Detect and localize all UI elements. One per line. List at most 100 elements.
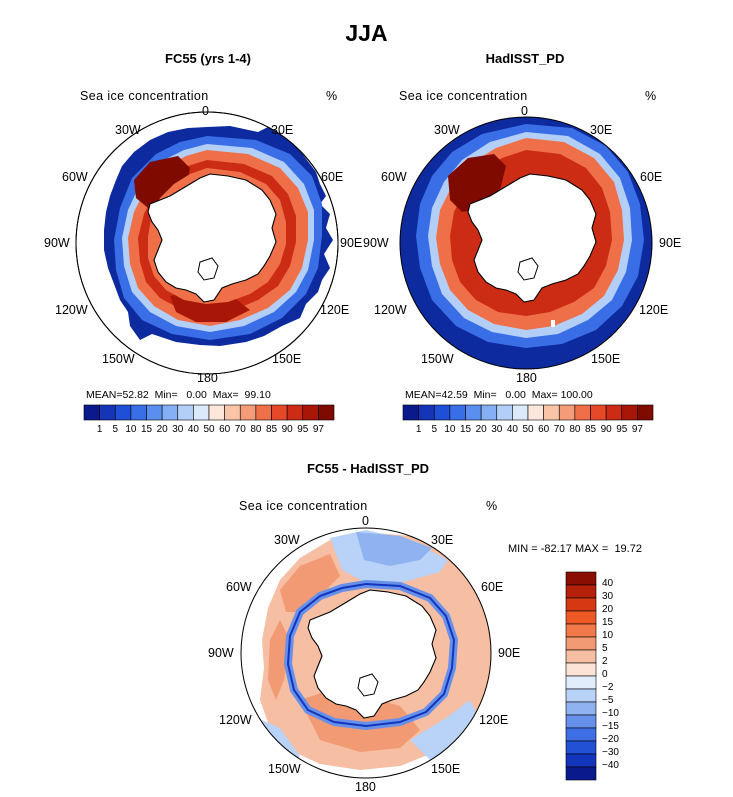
colorbar-swatch	[565, 766, 597, 781]
colorbar-tick-label: 10	[444, 424, 456, 435]
colorbar-swatch	[565, 610, 597, 625]
colorbar-swatch	[590, 404, 607, 421]
lon-label-30w: 30W	[434, 123, 460, 137]
colorbar-tick-label: 20	[602, 604, 614, 615]
colorbar-tick-label: 80	[569, 424, 581, 435]
lon-label-120w: 120W	[219, 713, 252, 727]
antarctica-land-hadisst	[467, 173, 597, 303]
minmax-difference: MIN = -82.17 MAX = 19.72	[508, 543, 642, 555]
colorbar-swatch	[302, 404, 319, 421]
colorbar-swatch	[565, 688, 597, 703]
minmax-min-label: MIN =	[508, 543, 538, 555]
stats-mean: 42.59	[441, 389, 468, 401]
colorbar-swatch	[114, 404, 132, 421]
lon-label-60w: 60W	[226, 580, 252, 594]
colorbar-tick-label: 0	[602, 669, 608, 680]
colorbar-swatch	[527, 404, 544, 421]
colorbar-swatch	[418, 404, 435, 421]
colorbar-tick-label: −30	[602, 747, 619, 758]
colorbar-tick-label: 1	[96, 424, 103, 435]
colorbar-swatch	[239, 404, 257, 421]
colorbar-tick-label: −15	[602, 721, 619, 732]
colorbar-swatch	[99, 404, 116, 421]
colorbar-swatch	[193, 404, 210, 421]
colorbar-swatch	[465, 404, 482, 421]
colorbar-tick-label: 5	[602, 643, 608, 654]
colorbar-swatch	[286, 404, 304, 421]
stats-min: 0.00	[505, 389, 526, 401]
stats-mean-label: MEAN=	[86, 389, 123, 401]
minmax-max-label: MAX =	[574, 543, 609, 555]
lon-label-60w: 60W	[62, 170, 88, 184]
lon-label-0: 0	[362, 514, 369, 528]
colorbar-tick-label: 30	[602, 591, 614, 602]
colorbar-tick-label: 60	[219, 424, 231, 435]
lon-label-30w: 30W	[115, 123, 141, 137]
stats-fc55: MEAN=52.82 Min= 0.00 Max= 99.10	[86, 389, 271, 401]
colorbar-swatch	[637, 404, 654, 421]
colorbar-swatch	[565, 675, 597, 690]
colorbar-swatch	[565, 753, 597, 768]
colorbar-swatch	[565, 740, 597, 755]
colorbar-tick-label: −10	[602, 708, 619, 719]
colorbar-tick-label: 97	[312, 424, 324, 435]
colorbar-tick-label: 15	[140, 424, 153, 435]
colorbar-tick-label: 40	[506, 424, 518, 435]
stats-mean-label: MEAN=	[405, 389, 442, 401]
lon-label-60e: 60E	[321, 170, 344, 184]
lon-label-150w: 150W	[421, 352, 454, 366]
stats-hadisst: MEAN=42.59 Min= 0.00 Max= 100.00	[405, 389, 593, 401]
colorbar-tick-label: 30	[491, 424, 503, 435]
colorbar-tick-label: −5	[602, 695, 614, 706]
lon-label-90w: 90W	[208, 646, 234, 660]
colorbar-swatch	[402, 404, 419, 421]
panel-title-fc55: FC55 (yrs 1-4)	[165, 51, 251, 66]
colorbar-tick-label: 40	[602, 578, 614, 589]
colorbar-hadisst	[402, 404, 654, 421]
lon-label-120w: 120W	[55, 303, 88, 317]
colorbar-tick-label: 15	[602, 617, 614, 628]
colorbar-tick-label: −20	[602, 734, 619, 745]
colorbar-swatch	[565, 662, 597, 677]
stats-max: 99.10	[244, 389, 271, 401]
lon-label-120w: 120W	[374, 303, 407, 317]
colorbar-tick-label: 90	[281, 424, 293, 435]
colorbar-swatch	[496, 404, 513, 421]
lon-label-90e: 90E	[659, 236, 682, 250]
colorbar-swatch	[224, 404, 241, 421]
colorbar-tick-label: 60	[538, 424, 550, 435]
colorbar-fc55	[83, 404, 335, 421]
stats-max-label: Max=	[531, 389, 558, 401]
lon-label-60e: 60E	[640, 170, 663, 184]
colorbar-tick-label: 70	[553, 424, 565, 435]
colorbar-tick-label: 95	[616, 424, 628, 435]
colorbar-swatch	[621, 404, 638, 421]
colorbar-tick-label: 30	[172, 424, 184, 435]
lon-label-30e: 30E	[431, 533, 454, 547]
minmax-max: 19.72	[614, 543, 642, 555]
colorbar-swatch	[558, 404, 576, 421]
colorbar-swatch	[83, 404, 100, 421]
lon-label-150e: 150E	[431, 762, 461, 776]
lon-label-150w: 150W	[102, 352, 135, 366]
colorbar-tick-label: 10	[602, 630, 614, 641]
lon-label-0: 0	[202, 104, 209, 118]
colorbar-swatch	[565, 727, 597, 742]
colorbar-tick-label: 15	[459, 424, 472, 435]
lon-label-180: 180	[355, 780, 376, 794]
lon-label-0: 0	[521, 104, 528, 118]
colorbar-tick-label: 2	[602, 656, 608, 667]
lon-label-30e: 30E	[590, 123, 613, 137]
lon-label-180: 180	[516, 371, 537, 385]
unit-label-fc55: %	[326, 89, 338, 103]
colorbar-tick-label: 50	[522, 424, 534, 435]
panel-title-difference: FC55 - HadISST_PD	[306, 461, 430, 476]
colorbar-swatch	[146, 404, 163, 421]
stats-mean: 52.82	[122, 389, 149, 401]
colorbar-swatch	[605, 404, 623, 421]
lon-label-90w: 90W	[363, 236, 389, 250]
variable-label-hadisst: Sea ice concentration	[399, 89, 528, 103]
lon-label-150e: 150E	[591, 352, 621, 366]
colorbar-swatch	[433, 404, 451, 421]
